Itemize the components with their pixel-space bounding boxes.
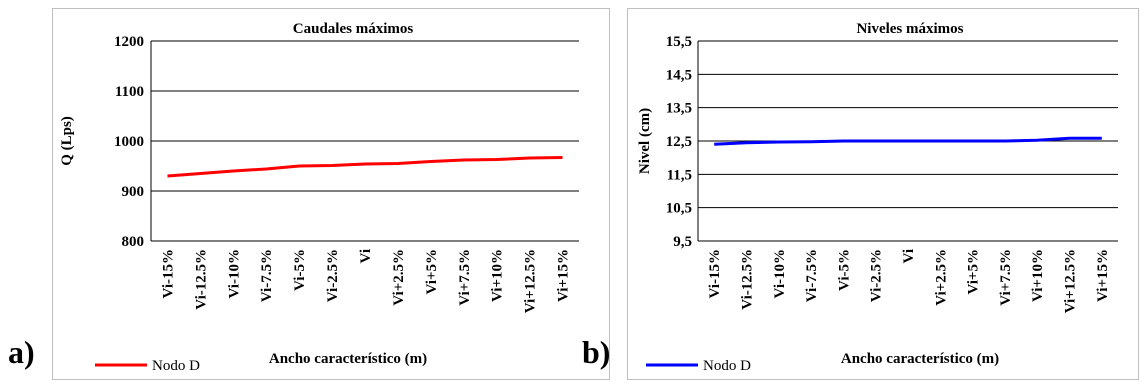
legend-label: Nodo D [152,358,200,374]
x-tick-label: Vi+2.5% [933,249,949,306]
x-tick-label: Vi-7.5% [259,249,275,302]
chart-b: Niveles máximos 9,5 10,5 11,5 12,5 13,5 14,5 15… [637,21,1118,374]
x-axis-label: Ancho característico (m) [269,351,427,367]
y-tick-label: 14,5 [666,67,692,83]
chart-a: Caudales máximos 800 900 1000 1100 1200 Q (Lps… [59,21,579,374]
x-tick-label: Vi+10% [490,249,506,302]
x-tick-label: Vi-2.5% [869,249,885,302]
x-tick-label: Vi [901,249,917,263]
y-axis-label: Nivel (cm) [637,108,653,174]
x-tick-label: Vi-5% [292,249,308,291]
y-tick-label: 15,5 [666,34,692,50]
y-tick-label: 12,5 [666,134,692,150]
y-tick-label: 11,5 [667,167,692,183]
x-tick-label: Vi+5% [966,249,982,295]
y-tick-label: 9,5 [673,234,692,250]
y-tick-label: 1000 [114,134,144,150]
y-tick-label: 1200 [114,34,144,50]
x-tick-label: Vi-2.5% [325,249,341,302]
x-tick-label: Vi+10% [1030,249,1046,302]
x-tick-label: Vi-10% [226,249,242,298]
panel-label-a: a) [8,334,35,370]
x-tick-label: Vi+12.5% [1063,249,1079,313]
legend-label: Nodo D [703,358,751,374]
x-axis-label: Ancho característico (m) [841,351,999,367]
x-tick-label: Vi+15% [556,249,572,302]
x-tick-label: Vi-7.5% [804,249,820,302]
chart-panel-b: Niveles máximos 9,5 10,5 11,5 12,5 13,5 14,5 15… [627,8,1139,380]
x-tick-label: Vi+12.5% [523,249,539,313]
x-tick-label: Vi-12.5% [193,249,209,310]
chart-panel-a: Caudales máximos 800 900 1000 1100 1200 Q (Lps… [52,8,610,380]
x-tick-label: Vi+5% [424,249,440,295]
chart-title: Caudales máximos [293,21,414,37]
x-tick-label: Vi [358,249,374,263]
x-tick-label: Vi+7.5% [998,249,1014,306]
series-line-nodo-d [167,156,563,178]
x-tick-label: Vi-10% [772,249,788,298]
y-tick-label: 1100 [115,84,144,100]
series-line-nodo-d [714,136,1102,146]
x-tick-label: Vi-15% [707,249,723,298]
panel-label-b: b) [582,334,611,370]
x-tick-label: Vi+2.5% [391,249,407,306]
x-tick-label: Vi+7.5% [457,249,473,306]
y-tick-label: 900 [122,184,145,200]
x-tick-label: Vi-12.5% [739,249,755,310]
chart-title: Niveles máximos [856,21,963,37]
y-tick-label: 10,5 [666,201,692,217]
y-axis-label: Q (Lps) [59,116,75,166]
y-tick-label: 13,5 [666,101,692,117]
x-tick-label: Vi+15% [1095,249,1111,302]
x-tick-label: Vi-5% [836,249,852,291]
y-tick-label: 800 [122,234,145,250]
x-tick-label: Vi-15% [160,249,176,298]
